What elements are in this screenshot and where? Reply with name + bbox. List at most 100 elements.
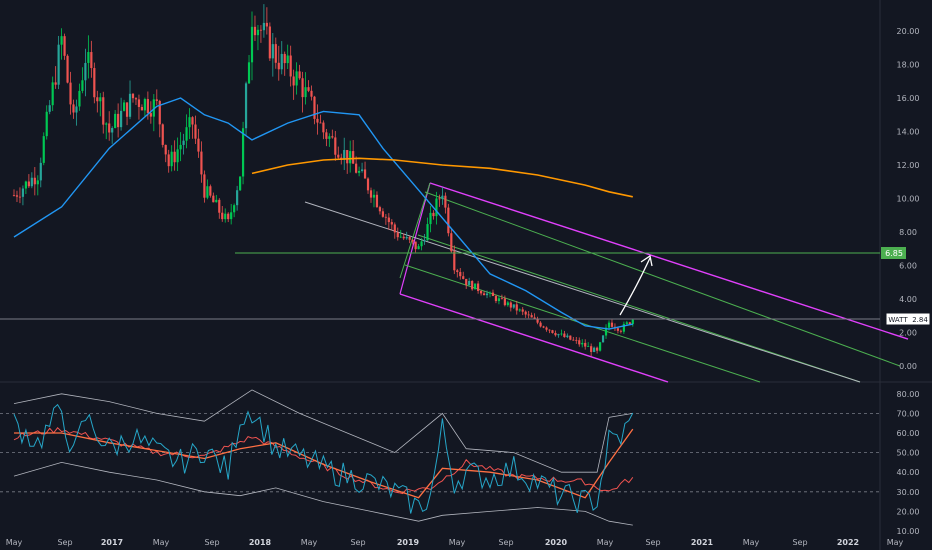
candle-body <box>432 212 435 217</box>
candle-body <box>93 68 96 98</box>
candle-body <box>176 149 179 163</box>
candle-body <box>268 26 271 59</box>
candle-body <box>542 326 545 328</box>
candle-body <box>96 97 99 102</box>
price-axis: 0.00 2.00 4.00 6.00 8.00 10.00 12.00 14.00 16.00… <box>897 27 920 371</box>
candle-body <box>557 334 560 336</box>
time-tick-label: 2021 <box>691 538 714 547</box>
candle-body <box>402 236 405 239</box>
candle-body <box>256 29 260 36</box>
candle-body <box>194 124 197 139</box>
candle-body <box>295 71 298 86</box>
rsi-tick-label: 40.00 <box>897 468 920 477</box>
candle-body <box>39 162 42 181</box>
candle-body <box>459 272 462 277</box>
rsi-ma-line <box>13 427 634 495</box>
candle-body <box>438 198 441 200</box>
candle-body <box>27 181 30 187</box>
time-tick-label: 2019 <box>397 538 420 547</box>
candle-body <box>381 211 384 217</box>
candlestick-series <box>12 4 634 357</box>
candle-body <box>360 169 364 171</box>
candle-body <box>366 178 370 191</box>
candle-body <box>66 55 69 83</box>
candle-body <box>289 55 292 77</box>
candle-body <box>349 151 352 164</box>
candle-body <box>90 52 93 69</box>
candle-body <box>316 118 319 123</box>
candle-body <box>45 111 48 137</box>
candle-body <box>99 97 102 102</box>
candle-body <box>122 102 126 111</box>
candle-body <box>152 99 155 117</box>
rsi-tick-label: 70.00 <box>897 409 920 418</box>
candle-body <box>114 113 117 129</box>
candle-body <box>598 342 602 351</box>
candle-body <box>497 298 501 302</box>
candle-body <box>54 82 57 85</box>
candle-body <box>581 342 584 345</box>
candle-body <box>429 212 432 225</box>
rsi-band-upper <box>13 389 633 473</box>
candle-body <box>280 53 283 70</box>
price-tick-label: 0.00 <box>899 362 917 371</box>
candle-body <box>224 213 227 220</box>
candle-body <box>259 29 263 31</box>
candle-body <box>488 292 492 294</box>
last-price-label: 2.84 <box>912 316 928 324</box>
candle-body <box>515 304 518 311</box>
candle-body <box>343 150 346 159</box>
candle-body <box>250 26 254 63</box>
candle-body <box>191 117 194 125</box>
candle-body <box>179 144 182 150</box>
candle-body <box>610 322 614 327</box>
candle-body <box>331 136 334 138</box>
candle-body <box>530 315 533 318</box>
candle-body <box>15 195 19 197</box>
candle-body <box>236 190 239 206</box>
candle-body <box>601 335 605 343</box>
candle-body <box>298 71 301 79</box>
candle-body <box>604 327 608 336</box>
candle-body <box>69 82 72 105</box>
candle-body <box>453 251 456 271</box>
ma-slow-line <box>251 157 633 198</box>
candle-body <box>414 241 417 250</box>
candle-body <box>625 322 628 324</box>
candle-body <box>596 347 599 351</box>
candle-body <box>485 293 489 296</box>
candle-body <box>423 240 426 242</box>
candle-body <box>396 232 399 238</box>
candle-body <box>87 52 90 63</box>
candle-body <box>12 195 16 196</box>
candle-body <box>188 117 191 128</box>
time-tick-label: Sep <box>792 538 807 547</box>
candle-body <box>619 330 622 332</box>
rsi-tick-label: 60.00 <box>897 429 920 438</box>
channel-lower-line <box>399 293 669 383</box>
candle-body <box>334 137 337 155</box>
candle-body <box>358 170 361 173</box>
candle-body <box>340 157 343 159</box>
candle-body <box>471 281 474 290</box>
time-tick-label: Sep <box>645 538 660 547</box>
rsi-tick-label: 30.00 <box>897 488 920 497</box>
candle-body <box>554 332 557 336</box>
candle-body <box>155 99 158 101</box>
candle-body <box>491 292 495 297</box>
candle-body <box>137 99 141 107</box>
candle-body <box>221 212 224 220</box>
price-tick-label: 2.00 <box>899 329 917 338</box>
candle-body <box>363 169 367 179</box>
candle-body <box>63 36 66 56</box>
channel-upper-line <box>429 182 909 340</box>
candle-body <box>494 296 498 302</box>
candle-body <box>131 93 135 99</box>
candle-body <box>545 327 548 330</box>
candle-body <box>607 322 611 328</box>
candle-body <box>593 347 596 352</box>
candle-body <box>551 330 554 333</box>
rsi-tick-label: 50.00 <box>897 449 920 458</box>
candle-body <box>393 224 396 233</box>
